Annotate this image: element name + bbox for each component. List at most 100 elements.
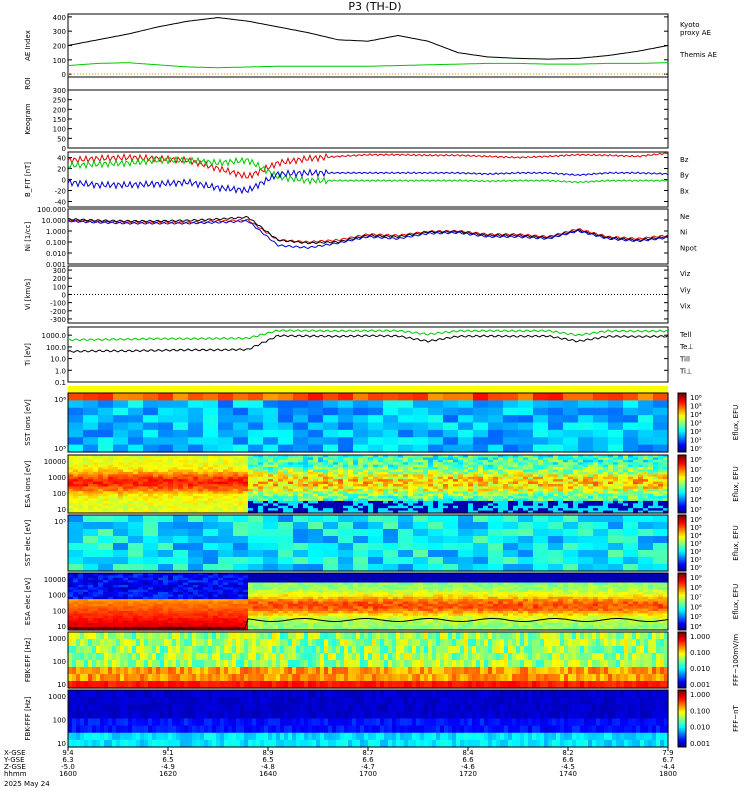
panel-fbk_b: FBK-FFF [Hz] 1000 100 10 1.000 0.100 0.010 0.00…: [24, 689, 740, 748]
cblabel-esa_ion: Eflux, EFU: [732, 466, 740, 501]
ytick-bfield: 20: [57, 166, 66, 174]
cbtick-fbk_b: 1.000: [690, 691, 710, 699]
legend-velocity-1: Viy: [680, 286, 691, 294]
xaxis-row-label-1: Y-GSE: [3, 756, 25, 764]
ytick-ae: 200: [53, 43, 66, 51]
cbtick-sst_elec: 10¹: [690, 556, 702, 564]
cbtick-esa_ion: 10⁷: [690, 466, 702, 474]
panel-esa_elec: ESA elec [eV] 1000010001001010⁹10⁸10⁷10⁶1…: [24, 572, 740, 631]
ytick-density: 10.000: [42, 217, 67, 225]
xtick-y-3: 6.6: [362, 756, 374, 764]
ytick-fbk_b: 1000: [48, 693, 66, 701]
ylabel-velocity: Vi [km/s]: [24, 279, 32, 310]
legend-bfield-2: Bx: [680, 187, 689, 195]
colorbar-esa_ion: 10⁸ 10⁷ 10⁶ 10⁵ 10⁴ 10³ Eflux, EFU: [677, 454, 740, 514]
ylabel-density: Ni [1/cc]: [24, 222, 32, 252]
ytick-keogram: 150: [53, 116, 66, 124]
cbtick-sst_ion: 10⁰: [690, 445, 702, 453]
cbtick-esa_ion: 10⁸: [690, 456, 702, 464]
ytick-sst_ion: 10⁵: [54, 445, 66, 453]
cbtick-sst_ion: 10³: [690, 420, 702, 428]
ytick-bfield: -40: [55, 199, 66, 207]
legend-velocity-0: Viz: [680, 270, 691, 278]
xtick-x-3: 8.7: [362, 749, 373, 757]
colorbar-fbk_e: 1.000 0.100 0.010 0.001 FFF~100mV/m: [677, 631, 740, 689]
ytick-fbk_e: 1000: [48, 635, 66, 643]
cbtick-sst_elec: 10⁶: [690, 516, 702, 524]
panel-density: Ni [1/cc] 100.000 10.000 1.000 0.100 0.010 0.0…: [24, 206, 697, 269]
ylabel-roi: ROI: [24, 77, 32, 89]
xaxis-row-label-0: X-GSE: [4, 749, 26, 757]
legend-density-2: Npot: [680, 244, 697, 252]
ytick-esa_ion: 100: [53, 490, 66, 498]
xtick-y-1: 6.5: [162, 756, 173, 764]
ytick-density: 1.000: [46, 228, 66, 236]
xtick-x-0: 9.4: [62, 749, 74, 757]
panel-temperature: Ti [eV] 1000.0 100.0 10.0 1.0 0.1 Tell Te⊥ Till T…: [24, 326, 694, 387]
ytick-temperature: 0.1: [55, 379, 66, 387]
legend-temperature-1: Te⊥: [679, 343, 694, 351]
cbtick-sst_ion: 10¹: [690, 437, 702, 445]
xtick-y-6: 6.7: [662, 756, 673, 764]
ytick-keogram: 250: [53, 97, 66, 105]
ylabel-sst_elec: SST elec [eV]: [24, 519, 32, 566]
xtick-y-4: 6.6: [462, 756, 474, 764]
cbtick-sst_ion: 10⁶: [690, 394, 702, 402]
ytick-ae: 100: [53, 57, 66, 65]
cblabel-fbk_e: FFF~100mV/m: [732, 634, 740, 686]
ytick-esa_elec: 10: [57, 623, 66, 631]
series-temperature-till: [67, 329, 669, 342]
xaxis-row-label-4: 2025 May 24: [4, 780, 50, 788]
series-ae-kyoto-proxy-ae: [67, 62, 668, 69]
ytick-ae: 300: [53, 28, 66, 36]
xtick-y-2: 6.5: [262, 756, 273, 764]
legend-ae-1: proxy AE: [680, 29, 711, 37]
cbtick-fbk_b: 0.010: [690, 724, 710, 732]
cbtick-fbk_e: 0.100: [690, 649, 710, 657]
panel-esa_ion: ESA ions [eV] 1000010001001010⁸10⁷10⁶10⁵1…: [24, 454, 740, 514]
cbtick-sst_ion: 10⁵: [690, 403, 702, 411]
ylabel-sst_ion: SST ions [eV]: [24, 399, 32, 446]
xtick-z-5: -4.5: [561, 763, 575, 771]
cbtick-esa_ion: 10³: [690, 506, 702, 514]
ytick-esa_elec: 100: [53, 607, 66, 615]
cbtick-esa_elec: 10⁶: [690, 603, 702, 611]
ylabel-ae: AE Index: [24, 30, 32, 61]
ytick-esa_ion: 10000: [44, 458, 66, 466]
cblabel-fbk_b: FFF~nT: [732, 704, 740, 731]
esa-elec-spacecraft-potential: [68, 618, 669, 629]
ytick-velocity: -200: [50, 308, 66, 316]
series-temperature-ti: [67, 334, 669, 353]
ytick-velocity: -100: [50, 300, 66, 308]
ytick-temperature: 10.0: [50, 356, 66, 364]
cbtick-sst_elec: 10³: [690, 540, 702, 548]
xtick-t-4: 1720: [459, 770, 477, 778]
xtick-t-2: 1640: [259, 770, 277, 778]
cbtick-sst_elec: 10²: [690, 548, 702, 556]
series-ae-themis-ae: [67, 17, 669, 60]
cbtick-fbk_e: 0.010: [690, 665, 710, 673]
legend-bfield-0: Bz: [680, 156, 689, 164]
cbtick-fbk_b: 0.100: [690, 707, 710, 715]
ylabel-fbk_e: FBK-EFF [Hz]: [24, 638, 32, 683]
xtick-z-0: -5.0: [61, 763, 75, 771]
ytick-temperature: 100.0: [46, 344, 66, 352]
ytick-keogram: 0: [62, 145, 66, 153]
ytick-sst_ion: 10⁶: [54, 396, 66, 404]
cblabel-esa_elec: Eflux, EFU: [732, 584, 740, 619]
ylabel-bfield: B_FIT [nT]: [24, 162, 32, 197]
legend-ae-2: Themis AE: [679, 51, 717, 59]
series-bfield-by: [67, 155, 669, 186]
xaxis-row-label-2: Z-GSE: [4, 763, 26, 771]
xtick-y-5: 6.6: [562, 756, 574, 764]
ytick-density: 0.100: [46, 239, 66, 247]
cblabel-sst_ion: Eflux, EFU: [732, 405, 740, 440]
ytick-velocity: 100: [53, 283, 66, 291]
ytick-fbk_e: 100: [53, 658, 66, 666]
panel-fbk_e: FBK-EFF [Hz] 1000 100 10 1.000 0.100 0.010 0.00…: [24, 631, 740, 689]
legend-bfield-1: By: [680, 172, 689, 180]
ytick-temperature: 1000.0: [42, 332, 67, 340]
